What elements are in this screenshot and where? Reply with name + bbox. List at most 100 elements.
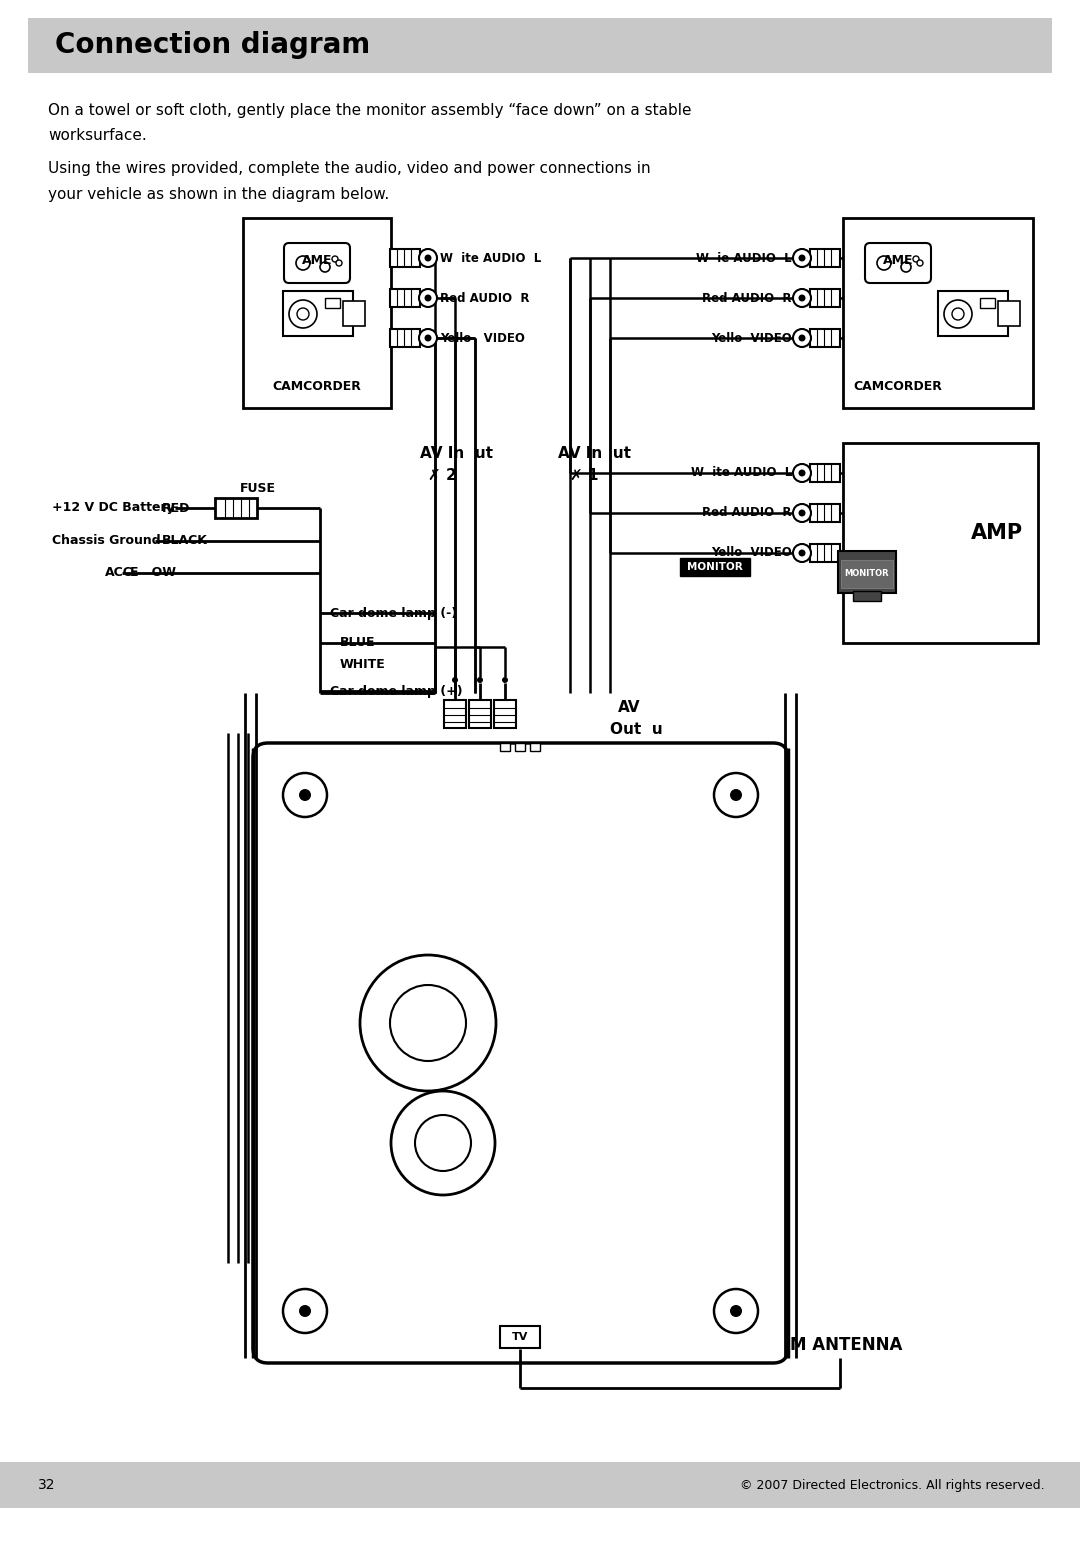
Circle shape — [730, 789, 742, 800]
Circle shape — [793, 328, 811, 347]
Circle shape — [419, 328, 437, 347]
Bar — [243, 217, 391, 408]
Bar — [810, 544, 840, 563]
Text: AME: AME — [301, 253, 333, 267]
Text: Connection diagram: Connection diagram — [55, 31, 370, 59]
Bar — [853, 591, 881, 602]
Text: ✗ 2: ✗ 2 — [428, 467, 457, 483]
Text: CAMCORDER: CAMCORDER — [853, 380, 943, 392]
Bar — [998, 302, 1020, 327]
Bar — [810, 503, 840, 522]
Text: W  ie AUDIO  L: W ie AUDIO L — [697, 252, 792, 264]
Bar — [810, 464, 840, 481]
Circle shape — [502, 677, 508, 683]
Circle shape — [730, 1305, 742, 1318]
Bar — [810, 328, 840, 347]
Bar — [530, 742, 540, 750]
Text: Red AUDIO  R: Red AUDIO R — [440, 292, 529, 305]
Bar — [980, 299, 995, 308]
Text: BLUE: BLUE — [340, 636, 376, 650]
Circle shape — [424, 294, 432, 302]
Bar — [843, 217, 1032, 408]
Text: Yello  VIDEO: Yello VIDEO — [712, 547, 792, 560]
Circle shape — [419, 289, 437, 306]
Circle shape — [390, 985, 465, 1061]
Text: AV In  ut: AV In ut — [558, 445, 631, 461]
FancyBboxPatch shape — [253, 742, 788, 1363]
Circle shape — [283, 1289, 327, 1333]
Circle shape — [798, 334, 806, 341]
Circle shape — [391, 1091, 495, 1196]
Bar — [390, 328, 420, 347]
Bar — [939, 291, 1008, 336]
Text: BLACK: BLACK — [162, 535, 207, 547]
Circle shape — [798, 294, 806, 302]
Bar — [444, 700, 465, 728]
Text: RED: RED — [162, 502, 190, 514]
Bar — [843, 442, 1038, 642]
Text: Out  u: Out u — [610, 722, 663, 738]
Bar — [215, 499, 257, 517]
Text: Red AUDIO  R: Red AUDIO R — [702, 506, 792, 519]
Circle shape — [793, 249, 811, 267]
Circle shape — [798, 510, 806, 516]
Circle shape — [424, 255, 432, 261]
Bar — [325, 299, 340, 308]
Bar — [28, 19, 1052, 73]
Bar — [838, 552, 896, 592]
Circle shape — [283, 774, 327, 817]
Circle shape — [913, 256, 919, 263]
Bar — [494, 700, 516, 728]
Circle shape — [793, 464, 811, 481]
Text: AMP: AMP — [971, 524, 1023, 542]
Text: MONITOR: MONITOR — [687, 563, 743, 572]
Text: Red AUDIO  R: Red AUDIO R — [702, 292, 792, 305]
Text: © 2007 Directed Electronics. All rights reserved.: © 2007 Directed Electronics. All rights … — [741, 1479, 1045, 1491]
Text: AV: AV — [618, 700, 640, 716]
Text: Car dome lamp (+): Car dome lamp (+) — [330, 685, 462, 697]
Circle shape — [917, 259, 923, 266]
Text: ACC: ACC — [105, 566, 133, 580]
Circle shape — [360, 955, 496, 1091]
Text: AV In  ut: AV In ut — [420, 445, 492, 461]
Circle shape — [714, 774, 758, 817]
Circle shape — [798, 469, 806, 477]
Circle shape — [419, 249, 437, 267]
Text: CAMCORDER: CAMCORDER — [272, 380, 362, 392]
Text: AME: AME — [882, 253, 914, 267]
Circle shape — [415, 1114, 471, 1171]
Bar — [469, 700, 491, 728]
Text: W  ite AUDIO  L: W ite AUDIO L — [691, 466, 792, 480]
Circle shape — [299, 1305, 311, 1318]
Text: E   OW: E OW — [130, 566, 176, 580]
Bar — [390, 289, 420, 306]
Text: worksurface.: worksurface. — [48, 128, 147, 144]
Circle shape — [336, 259, 342, 266]
Circle shape — [798, 255, 806, 261]
FancyBboxPatch shape — [865, 242, 931, 283]
Bar — [841, 560, 893, 588]
Text: +12 V DC Battery: +12 V DC Battery — [52, 502, 175, 514]
Circle shape — [477, 677, 483, 683]
Text: your vehicle as shown in the diagram below.: your vehicle as shown in the diagram bel… — [48, 186, 389, 202]
Circle shape — [332, 256, 338, 263]
Circle shape — [453, 677, 458, 683]
Text: 32: 32 — [38, 1479, 55, 1493]
Text: Car dome lamp (-): Car dome lamp (-) — [330, 606, 457, 619]
Text: M ANTENNA: M ANTENNA — [789, 1336, 903, 1354]
Circle shape — [793, 503, 811, 522]
Circle shape — [793, 289, 811, 306]
Bar — [0, 1461, 1080, 1508]
Circle shape — [289, 300, 318, 328]
Text: Yello   VIDEO: Yello VIDEO — [440, 331, 525, 344]
Bar — [283, 291, 353, 336]
Circle shape — [299, 789, 311, 800]
Circle shape — [793, 544, 811, 563]
Text: ✗ 1: ✗ 1 — [570, 467, 598, 483]
Circle shape — [951, 308, 964, 320]
Bar — [680, 558, 750, 577]
Circle shape — [901, 263, 912, 272]
Bar — [390, 249, 420, 267]
Circle shape — [297, 308, 309, 320]
Circle shape — [296, 256, 310, 270]
